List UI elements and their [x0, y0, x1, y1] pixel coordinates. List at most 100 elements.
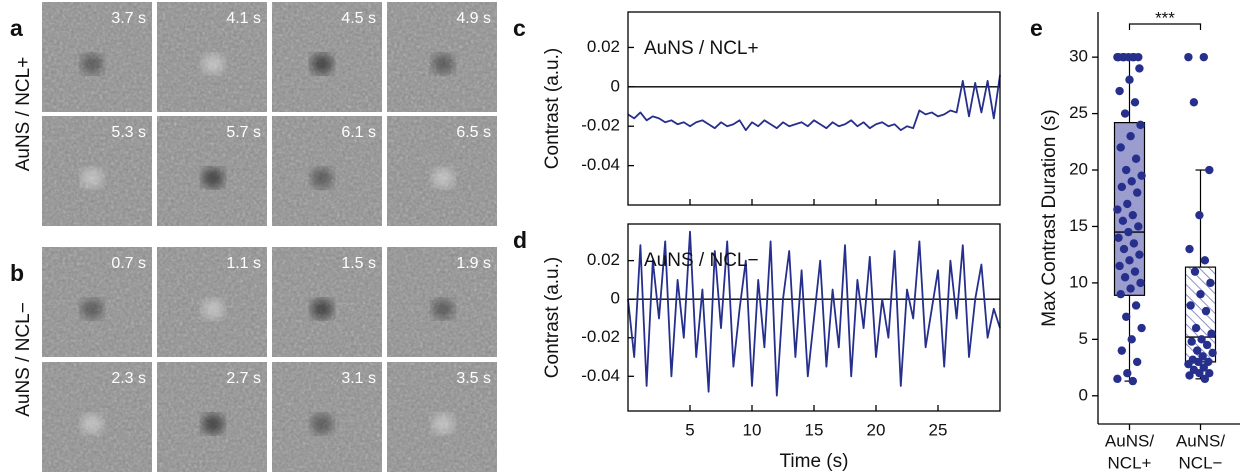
image-tile: 2.3 s [42, 362, 152, 472]
data-point [1122, 165, 1131, 175]
tile-spot [311, 168, 333, 188]
y-axis-label: Max Contrast Duration (s) [1039, 109, 1060, 327]
panel-letter: c [513, 15, 526, 41]
frame-time: 5.7 s [226, 124, 261, 141]
annotation: AuNS / NCL− [644, 250, 759, 271]
image-tile: 4.1 s [157, 2, 267, 112]
data-point [1195, 369, 1204, 378]
plot-frame [627, 223, 1001, 412]
data-point [1119, 244, 1129, 254]
tile-spot [311, 414, 333, 434]
data-point [1204, 357, 1213, 367]
image-tile: 3.7 s [42, 2, 152, 112]
y-tick-label: -0.04 [581, 366, 620, 385]
data-point [1189, 98, 1199, 107]
data-point [1200, 256, 1210, 265]
y-tick-label: 25 [1069, 103, 1088, 122]
data-point [1130, 98, 1140, 107]
data-point [1193, 346, 1202, 355]
tile-spot [432, 299, 454, 319]
annotation: AuNS / NCL+ [644, 38, 759, 59]
x-axis-label: Time (s) [780, 451, 849, 472]
panel-letter: e [1030, 15, 1043, 41]
image-tile: 0.7 s [42, 247, 152, 357]
y-tick-label: 0 [611, 76, 620, 95]
y-tick-label: 0.02 [587, 250, 620, 269]
data-point [1113, 374, 1122, 384]
tile-spot [81, 168, 103, 188]
frame-time: 1.9 s [456, 255, 491, 272]
image-tile: 1.9 s [387, 247, 497, 357]
data-point [1184, 359, 1193, 369]
data-point [1127, 177, 1136, 186]
data-point [1208, 348, 1217, 358]
frame-time: 4.5 s [341, 10, 376, 27]
data-point [1199, 363, 1209, 372]
data-point [1129, 239, 1139, 248]
data-point [1133, 357, 1142, 367]
data-point [1131, 301, 1141, 310]
frame-time: 3.1 s [341, 370, 376, 387]
data-point [1119, 52, 1129, 62]
image-tile: 4.9 s [387, 2, 497, 112]
x-tick-label: 10 [743, 420, 762, 439]
data-point [1129, 52, 1139, 62]
image-tile: 3.5 s [387, 362, 497, 472]
data-point [1126, 131, 1135, 141]
y-tick-label: -0.04 [581, 155, 620, 174]
image-tile: 1.5 s [272, 247, 382, 357]
x-tick-label: 5 [685, 420, 694, 439]
frame-time: 2.7 s [226, 370, 261, 387]
y-tick-label: -0.02 [581, 116, 620, 135]
y-tick-label: 5 [1079, 329, 1088, 348]
data-line [627, 74, 1001, 132]
y-axis-label: Contrast (a.u.) [542, 257, 563, 378]
plot-frame [627, 11, 1001, 206]
data-point [1201, 306, 1211, 316]
data-point [1123, 369, 1132, 378]
data-point [1206, 278, 1215, 288]
x-tick-label: 25 [929, 420, 948, 439]
image-tile: 2.7 s [157, 362, 267, 472]
data-point [1184, 52, 1193, 62]
image-tile: 1.1 s [157, 247, 267, 357]
data-point [1136, 278, 1145, 288]
data-point [1135, 64, 1144, 73]
data-point [1115, 261, 1124, 271]
tile-spot [81, 414, 103, 434]
image-tile: 5.7 s [157, 116, 267, 226]
tile-spot [202, 414, 224, 434]
frame-time: 2.3 s [111, 370, 146, 387]
data-point [1137, 171, 1146, 180]
tile-spot [202, 168, 224, 188]
data-point [1196, 289, 1205, 299]
data-point [1120, 273, 1130, 282]
data-point [1118, 216, 1128, 226]
y-axis-label: Contrast (a.u.) [542, 48, 563, 169]
y-tick-label: 0.02 [587, 37, 620, 56]
significance-bracket [1128, 23, 1202, 30]
frame-time: 1.5 s [341, 255, 376, 272]
data-point [1124, 227, 1133, 237]
data-point [1115, 86, 1124, 96]
data-point [1116, 289, 1125, 299]
data-point [1135, 250, 1144, 259]
image-tile: 6.5 s [387, 116, 497, 226]
data-point [1205, 369, 1214, 378]
data-point [1137, 323, 1146, 333]
x-tick-label: NCL+ [1108, 453, 1152, 472]
data-line [627, 230, 1001, 397]
frame-time: 3.7 s [111, 10, 146, 27]
x-tick-label: AuNS/ [1105, 431, 1154, 450]
data-point [1122, 312, 1131, 321]
panel-letter: d [513, 227, 527, 253]
data-point [1131, 154, 1141, 163]
data-point [1186, 301, 1195, 310]
image-tile: 4.5 s [272, 2, 382, 112]
data-point [1120, 109, 1130, 118]
data-point [1195, 210, 1204, 220]
tile-spot [202, 54, 224, 74]
frame-time: 1.1 s [226, 255, 261, 272]
data-point [1207, 329, 1216, 338]
